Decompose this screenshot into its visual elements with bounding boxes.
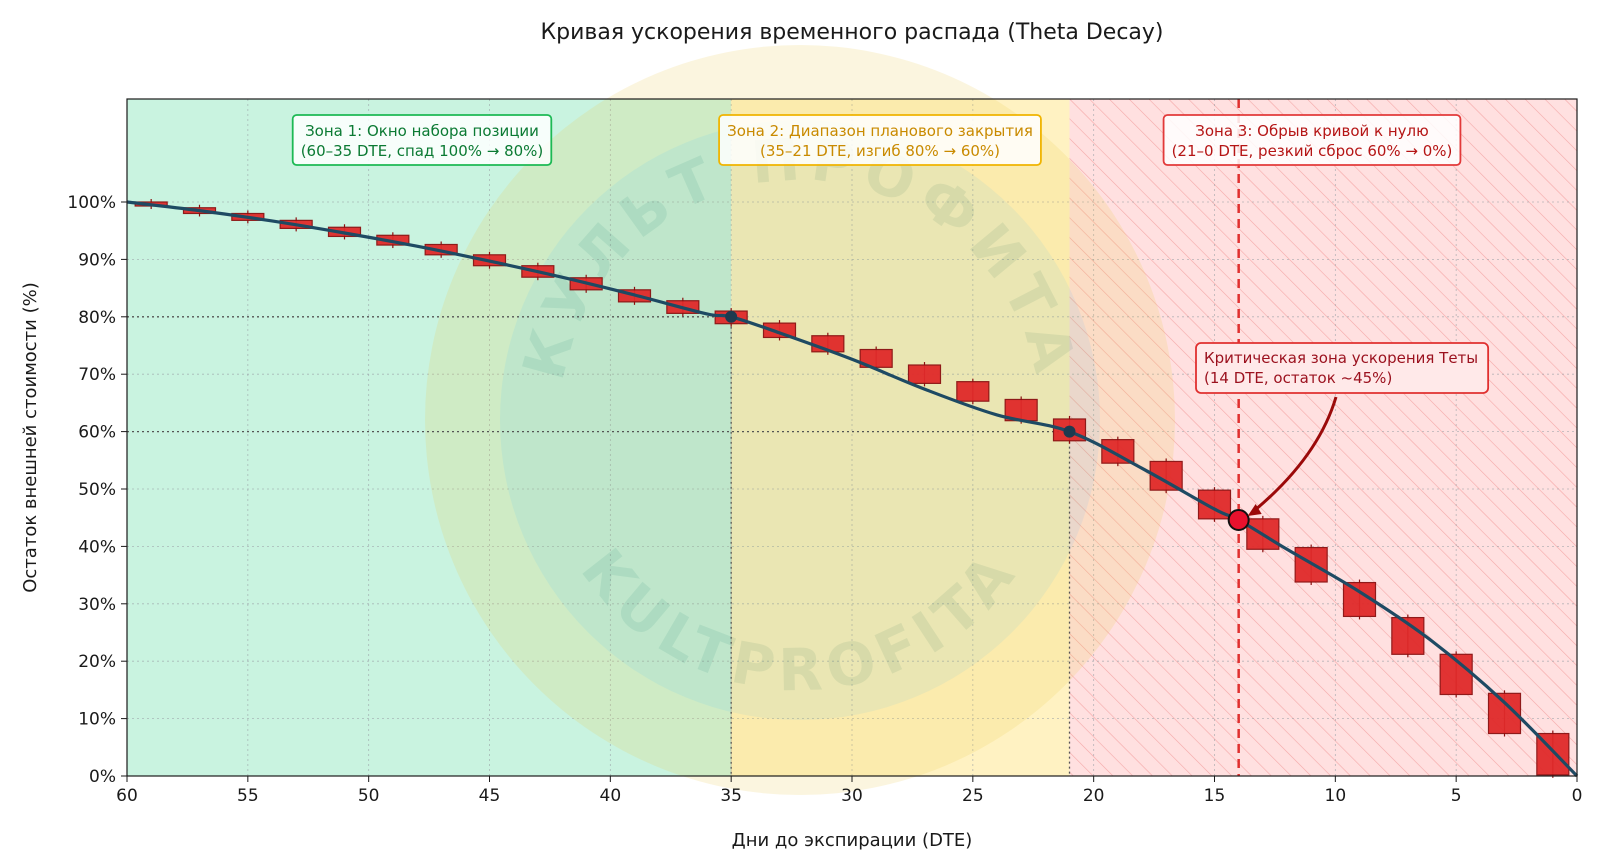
y-tick-label: 80% (78, 308, 116, 328)
critical-point-marker (1227, 508, 1250, 531)
y-tick-label: 60% (78, 423, 116, 443)
chart-title: Кривая ускорения временного распада (The… (540, 20, 1163, 45)
candle-body (907, 364, 942, 384)
zone-boundary-marker (725, 310, 738, 323)
y-tick-label: 30% (78, 595, 116, 615)
guide-lines (127, 99, 1240, 776)
critical-subtitle: (14 DTE, остаток ~45%) (1204, 369, 1392, 387)
y-tick-label: 70% (78, 365, 116, 385)
x-tick-label: 10 (1325, 786, 1347, 806)
y-tick-label: 20% (78, 652, 116, 672)
watermark: КУЛЬТ ПРОФИТА KULTPROFITA (425, 45, 1175, 795)
zone-3-label: Зона 3: Обрыв кривой к нулю (21–0 DTE, ре… (1162, 114, 1462, 166)
x-axis-label: Дни до экспирации (DTE) (732, 830, 973, 851)
y-tick-label: 10% (78, 710, 116, 730)
y-tick-label: 100% (67, 193, 116, 213)
critical-annotation: Критическая зона ускорения Теты (14 DTE, … (1195, 342, 1490, 516)
x-tick-label: 25 (962, 786, 984, 806)
zone-2-background (731, 99, 1070, 776)
x-tick-label: 35 (720, 786, 742, 806)
zone-labels: Зона 1: Окно набора позиции (60–35 DTE, с… (291, 114, 1462, 166)
zone-3-range: (21–0 DTE, резкий сброс 60% → 0%) (1172, 142, 1453, 160)
zone-1-title: Зона 1: Окно набора позиции (305, 122, 539, 140)
zone-1-box (291, 114, 553, 166)
decay-curve (126, 200, 1579, 778)
x-tick-label: 20 (1083, 786, 1105, 806)
candle-body (1101, 439, 1135, 464)
zone-1-range: (60–35 DTE, спад 100% → 80%) (301, 142, 544, 160)
critical-title: Критическая зона ускорения Теты (1204, 349, 1478, 367)
x-tick-label: 45 (479, 786, 501, 806)
zone-3-box (1162, 114, 1462, 166)
x-tick-label: 40 (600, 786, 622, 806)
critical-box (1195, 342, 1490, 394)
axis-ticks: 60 55 50 45 40 35 30 25 20 15 10 5 00%10%20%30%40%50… (67, 193, 1582, 806)
zone-1-label: Зона 1: Окно набора позиции (60–35 DTE, с… (291, 114, 553, 166)
x-tick-label: 15 (1204, 786, 1226, 806)
candle-body (762, 322, 797, 339)
critical-arrow (1251, 396, 1338, 514)
y-tick-label: 50% (78, 480, 116, 500)
zone-3-title: Зона 3: Обрыв кривой к нулю (1195, 122, 1429, 140)
x-tick-label: 5 (1451, 786, 1462, 806)
x-tick-label: 0 (1572, 786, 1583, 806)
y-tick-label: 0% (89, 767, 116, 787)
zone-2-label: Зона 2: Диапазон планового закрытия (35–2… (718, 114, 1042, 166)
watermark-outer-ring (425, 45, 1175, 795)
candle-body (859, 348, 893, 368)
y-axis-label: Остаток внешней стоимости (%) (20, 282, 41, 593)
x-tick-label: 30 (841, 786, 863, 806)
x-tick-label: 60 (116, 786, 138, 806)
candle-body (956, 381, 990, 402)
zone-backgrounds (127, 99, 1577, 776)
zone-boundary-marker (1063, 425, 1076, 438)
critical-callout: Критическая зона ускорения Теты (14 DTE, … (1195, 342, 1490, 516)
y-tick-label: 90% (78, 250, 116, 270)
zone-2-range: (35–21 DTE, изгиб 80% → 60%) (760, 142, 1000, 160)
curve-markers (725, 310, 1250, 531)
zone-1-background (127, 99, 732, 776)
decay-curve-line (126, 200, 1579, 778)
critical-arrowhead (1247, 503, 1262, 516)
x-tick-label: 55 (237, 786, 259, 806)
zone-2-box (718, 114, 1042, 166)
watermark-inner-ring (500, 120, 1100, 720)
x-tick-label: 50 (358, 786, 380, 806)
zone-2-title: Зона 2: Диапазон планового закрытия (727, 122, 1033, 140)
zone-3-hatch (1069, 99, 1577, 776)
y-tick-label: 40% (78, 537, 116, 557)
